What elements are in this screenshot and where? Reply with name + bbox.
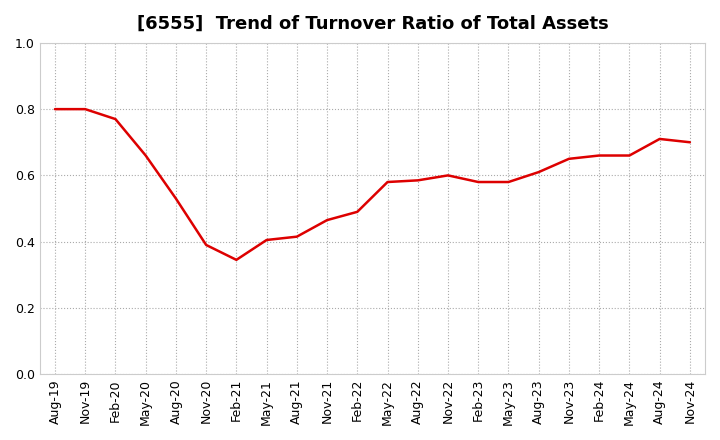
Title: [6555]  Trend of Turnover Ratio of Total Assets: [6555] Trend of Turnover Ratio of Total … xyxy=(137,15,608,33)
